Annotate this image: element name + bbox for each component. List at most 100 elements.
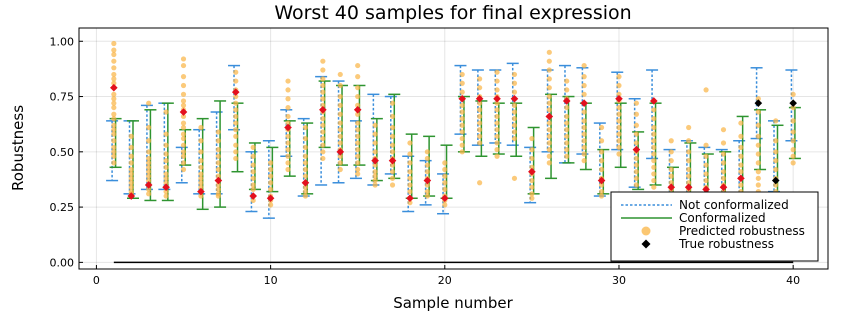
predicted-robustness-point — [111, 58, 117, 64]
predicted-robustness-point — [703, 177, 709, 184]
legend-predicted-swatch — [641, 226, 651, 236]
predicted-robustness-point — [529, 184, 535, 190]
chart-title: Worst 40 samples for final expression — [274, 2, 631, 24]
predicted-robustness-point — [146, 138, 152, 144]
x-tick-label: 30 — [612, 274, 626, 287]
predicted-robustness-point — [372, 122, 378, 128]
predicted-robustness-point — [755, 142, 761, 148]
predicted-robustness-point — [163, 109, 169, 115]
predicted-robustness-point — [616, 124, 622, 131]
predicted-robustness-point — [686, 180, 692, 186]
predicted-robustness-point — [250, 182, 256, 188]
predicted-robustness-point — [529, 177, 535, 184]
true-robustness-point — [197, 187, 205, 196]
predicted-robustness-point — [372, 173, 378, 179]
true-robustness-point — [284, 123, 292, 132]
predicted-robustness-point — [459, 116, 465, 122]
predicted-robustness-point — [180, 102, 187, 108]
predicted-robustness-point — [703, 87, 709, 93]
predicted-robustness-point — [616, 91, 622, 97]
predicted-robustness-point — [285, 140, 291, 146]
predicted-robustness-point — [198, 171, 204, 177]
predicted-robustness-point — [250, 175, 256, 181]
predicted-robustness-point — [355, 111, 361, 117]
true-robustness-point — [597, 176, 606, 185]
predicted-robustness-point — [337, 160, 343, 166]
predicted-robustness-point — [320, 155, 326, 162]
predicted-robustness-point — [233, 100, 239, 106]
predicted-robustness-point — [442, 160, 448, 166]
predicted-robustness-point — [337, 153, 343, 159]
predicted-robustness-point — [372, 131, 378, 137]
true-robustness-point — [319, 106, 327, 114]
predicted-robustness-point — [511, 135, 518, 142]
predicted-robustness-point — [616, 144, 622, 150]
true-robustness-point — [684, 183, 693, 191]
predicted-robustness-point — [180, 98, 187, 104]
predicted-robustness-point — [564, 127, 570, 133]
predicted-robustness-point — [616, 82, 622, 89]
predicted-robustness-point — [302, 184, 309, 190]
predicted-robustness-point — [546, 147, 552, 153]
predicted-robustness-point — [111, 153, 117, 159]
predicted-robustness-point — [180, 153, 187, 159]
true-robustness-point — [510, 94, 519, 103]
predicted-robustness-point — [773, 158, 779, 164]
predicted-robustness-point — [180, 160, 187, 166]
predicted-robustness-point — [163, 189, 169, 195]
true-robustness-point — [144, 181, 153, 189]
predicted-robustness-point — [581, 131, 587, 137]
predicted-robustness-point — [372, 177, 378, 184]
predicted-robustness-point — [285, 153, 291, 159]
y-tick-label: 1.00 — [50, 35, 75, 48]
predicted-robustness-point — [180, 82, 187, 89]
predicted-robustness-point — [424, 182, 430, 188]
predicted-robustness-point — [180, 149, 187, 155]
predicted-robustness-point — [128, 171, 134, 177]
predicted-robustness-point — [755, 169, 761, 175]
predicted-robustness-point — [651, 184, 657, 190]
predicted-robustness-point — [198, 158, 204, 164]
predicted-robustness-point — [442, 173, 448, 179]
predicted-robustness-point — [407, 151, 413, 157]
true-robustness-point — [771, 176, 780, 185]
predicted-robustness-point — [511, 89, 518, 95]
predicted-robustness-point — [564, 147, 570, 153]
predicted-robustness-point — [720, 140, 727, 146]
predicted-robustness-point — [285, 113, 291, 120]
predicted-robustness-point — [372, 149, 378, 155]
predicted-robustness-point — [511, 109, 518, 115]
legend-box — [610, 191, 819, 262]
predicted-robustness-point — [651, 144, 657, 150]
predicted-robustness-point — [180, 124, 187, 131]
predicted-robustness-point — [581, 62, 587, 69]
predicted-robustness-point — [529, 164, 535, 170]
predicted-robustness-point — [407, 189, 413, 195]
predicted-robustness-point — [198, 164, 204, 170]
true-robustness-point — [179, 108, 188, 116]
predicted-robustness-point — [738, 153, 744, 159]
predicted-robustness-point — [146, 155, 152, 162]
predicted-robustness-point — [407, 175, 413, 181]
predicted-robustness-point — [529, 155, 535, 162]
predicted-robustness-point — [111, 65, 117, 71]
predicted-robustness-point — [424, 149, 430, 155]
predicted-robustness-point — [389, 124, 396, 131]
predicted-robustness-point — [355, 85, 361, 91]
predicted-robustness-point — [633, 155, 639, 162]
predicted-robustness-point — [773, 118, 779, 124]
predicted-robustness-point — [233, 107, 239, 113]
predicted-robustness-point — [616, 151, 622, 157]
predicted-robustness-point — [233, 78, 239, 84]
true-robustness-point — [110, 83, 118, 92]
predicted-robustness-point — [215, 182, 221, 188]
predicted-robustness-point — [163, 171, 169, 177]
predicted-robustness-point — [494, 127, 500, 133]
predicted-robustness-point — [773, 149, 779, 155]
predicted-robustness-point — [459, 80, 465, 86]
predicted-robustness-point — [111, 96, 117, 102]
predicted-robustness-point — [111, 47, 117, 53]
predicted-robustness-point — [581, 124, 587, 131]
predicted-robustness-point — [755, 96, 761, 102]
predicted-robustness-point — [755, 160, 761, 166]
